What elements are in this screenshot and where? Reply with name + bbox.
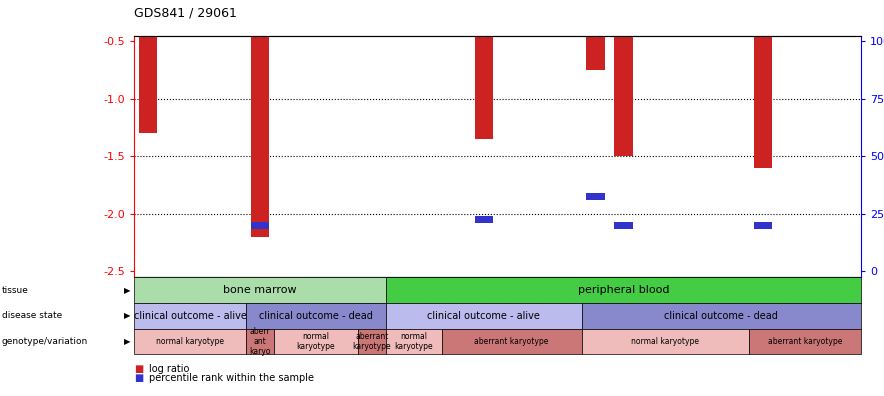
Text: clinical outcome - dead: clinical outcome - dead (259, 311, 373, 321)
Bar (140, 0, 157, 133)
Text: ▶: ▶ (124, 286, 131, 295)
Bar (614, 0, 633, 156)
Text: genotype/variation: genotype/variation (2, 337, 88, 346)
Text: normal
karyotype: normal karyotype (297, 332, 335, 351)
Text: aberrant
karyotype: aberrant karyotype (353, 332, 392, 351)
Bar (586, 0, 605, 70)
Text: clinical outcome - dead: clinical outcome - dead (665, 311, 778, 321)
Text: percentile rank within the sample: percentile rank within the sample (149, 373, 314, 383)
Text: log ratio: log ratio (149, 364, 189, 375)
Text: tissue: tissue (2, 286, 28, 295)
Text: clinical outcome - alive: clinical outcome - alive (133, 311, 247, 321)
Bar (754, 0, 773, 168)
Text: disease state: disease state (2, 311, 62, 320)
Text: clinical outcome - alive: clinical outcome - alive (427, 311, 540, 321)
Text: aberr
ant
karyo: aberr ant karyo (249, 327, 271, 356)
Text: GDS841 / 29061: GDS841 / 29061 (134, 7, 237, 20)
Bar (475, 216, 492, 223)
Text: normal karyotype: normal karyotype (156, 337, 225, 346)
Text: aberrant karyotype: aberrant karyotype (768, 337, 842, 346)
Bar (614, 222, 633, 229)
Bar (586, 193, 605, 200)
Text: ▶: ▶ (124, 337, 131, 346)
Bar (475, 0, 492, 139)
Text: normal
karyotype: normal karyotype (394, 332, 433, 351)
Text: aberrant karyotype: aberrant karyotype (475, 337, 549, 346)
Text: ■: ■ (134, 364, 143, 375)
Text: ■: ■ (134, 373, 143, 383)
Bar (251, 0, 270, 237)
Bar (251, 222, 270, 229)
Text: normal karyotype: normal karyotype (631, 337, 699, 346)
Text: ▶: ▶ (124, 311, 131, 320)
Bar (754, 222, 773, 229)
Text: peripheral blood: peripheral blood (578, 285, 669, 295)
Text: bone marrow: bone marrow (224, 285, 297, 295)
